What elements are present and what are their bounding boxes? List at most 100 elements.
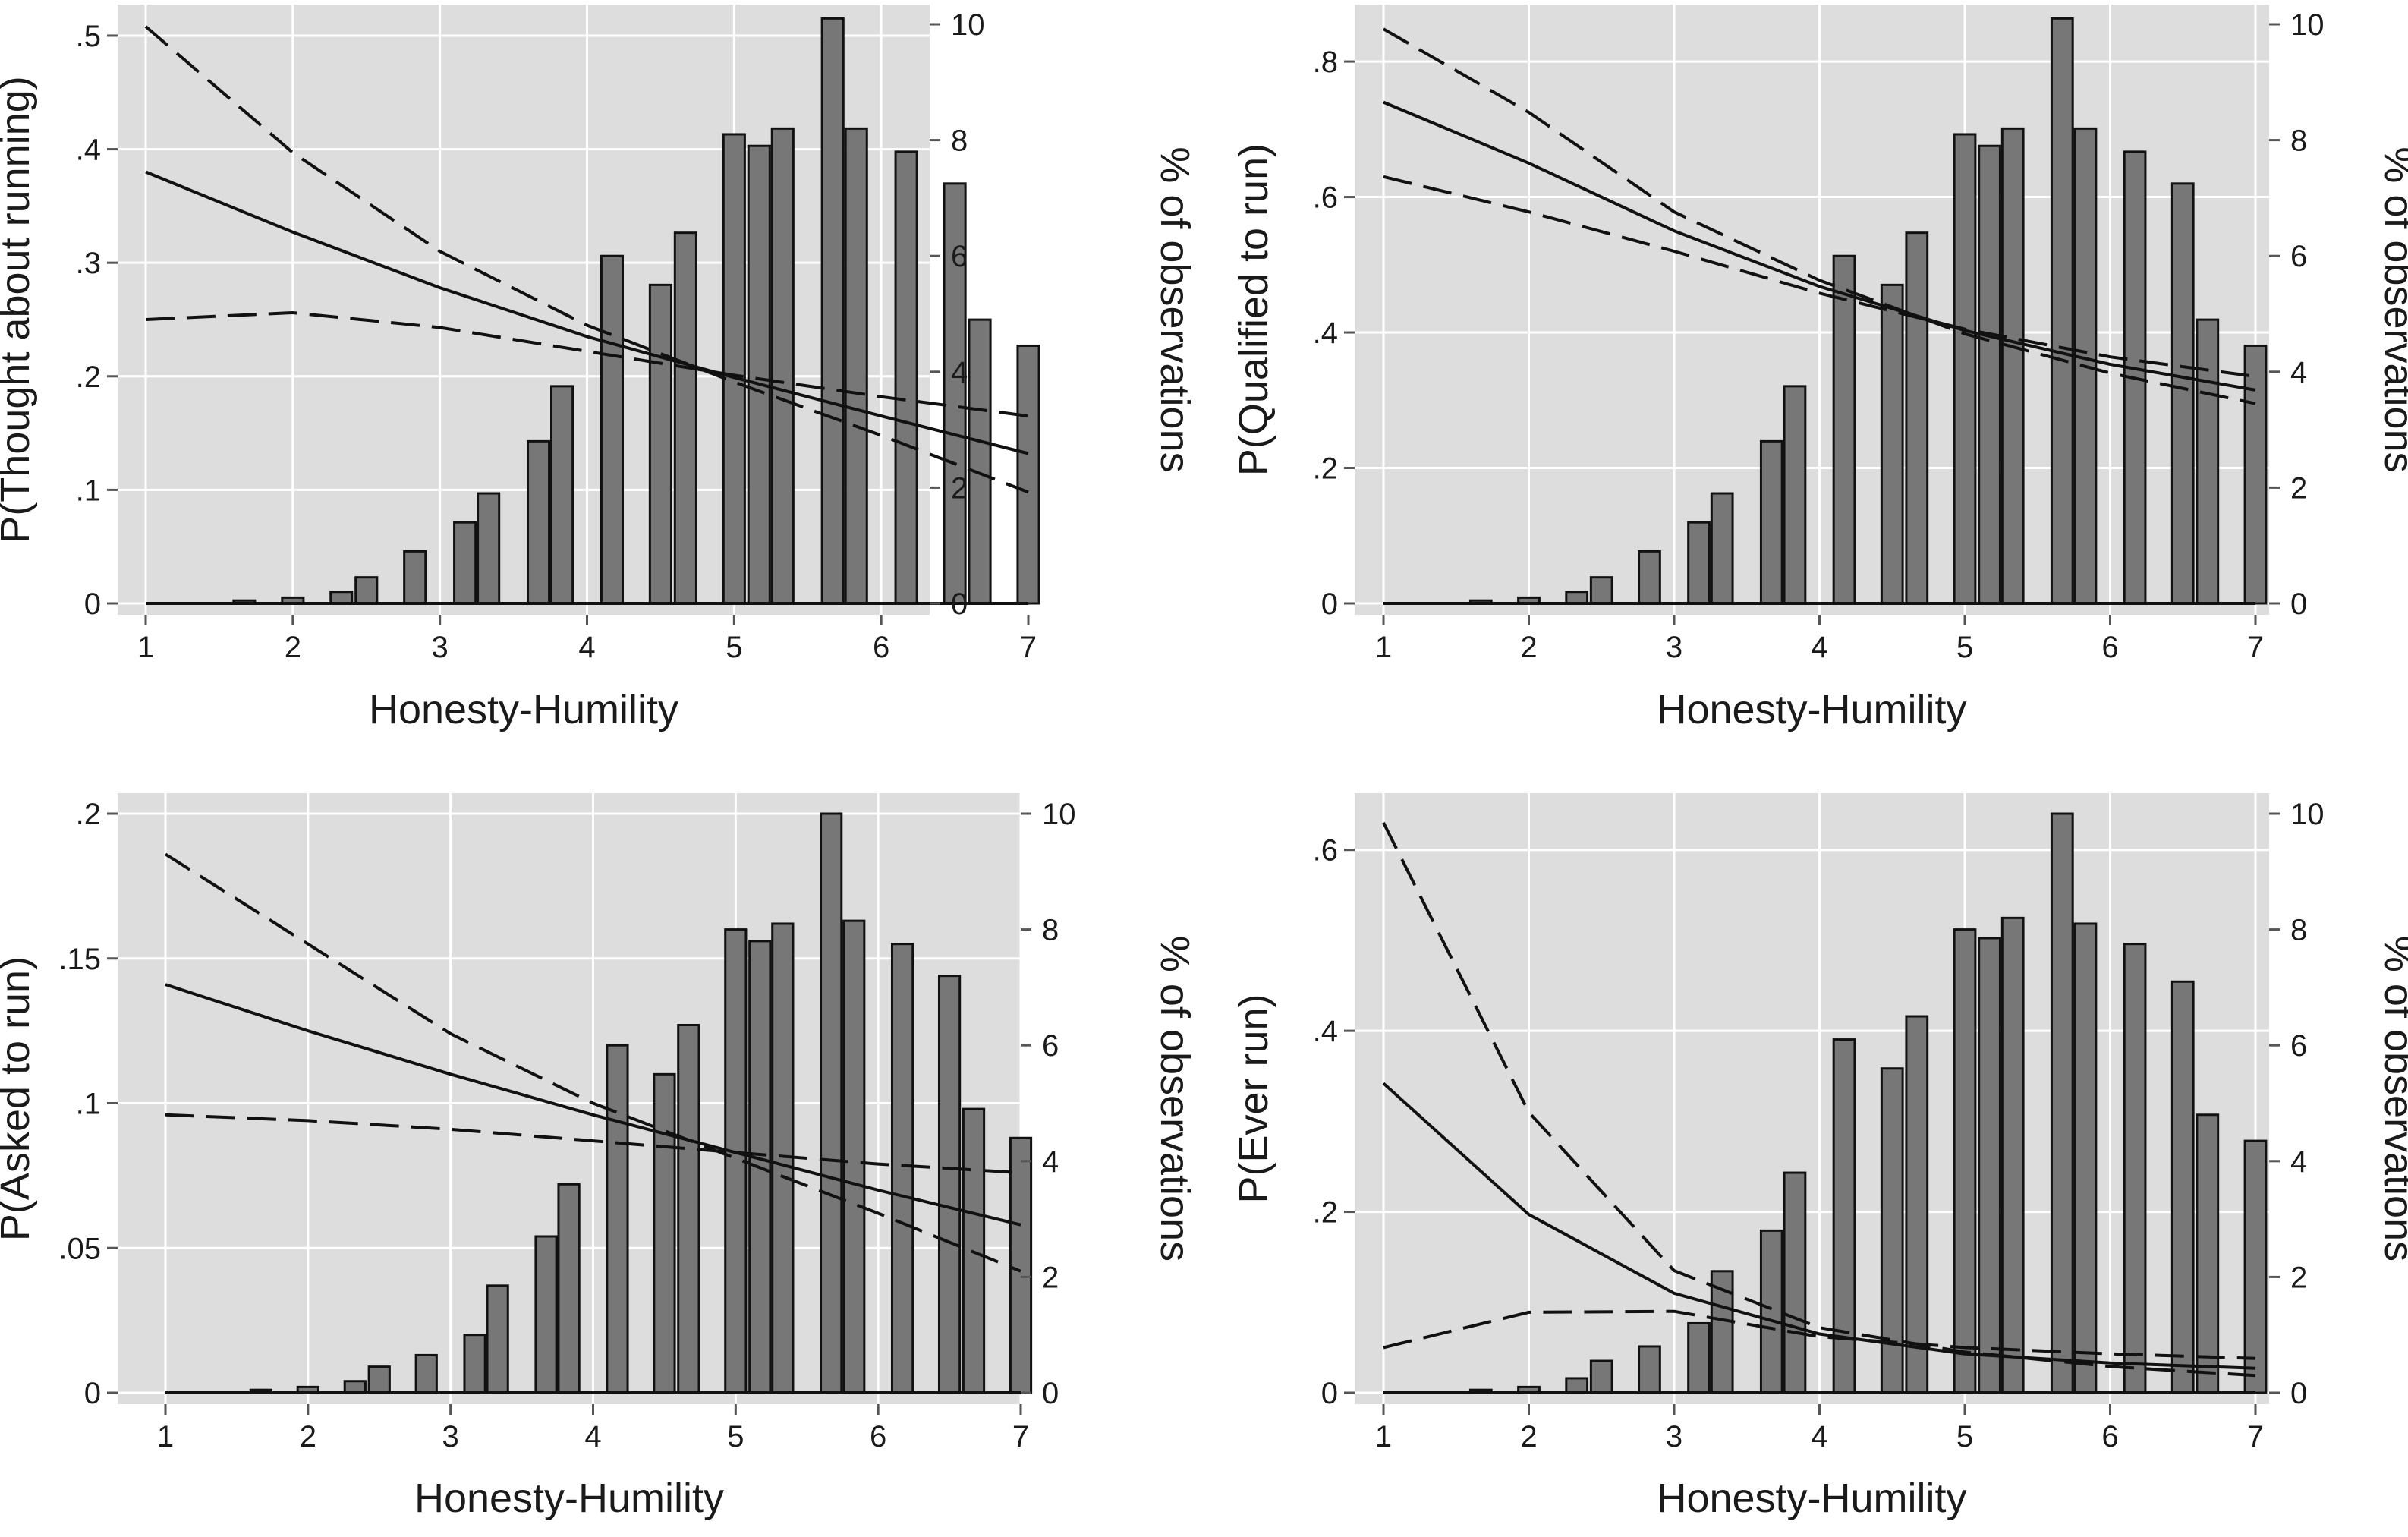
- y-axis-title: P(Qualified to run): [1231, 143, 1276, 476]
- x-tick-label: 5: [1956, 631, 1973, 664]
- histogram-bar: [1953, 133, 1977, 605]
- histogram-bar: [842, 919, 866, 1394]
- y2-tick-label: 10: [2290, 798, 2325, 831]
- histogram-bar: [677, 1023, 700, 1394]
- x-tick-label: 7: [1020, 631, 1037, 664]
- histogram-bar: [844, 127, 868, 605]
- histogram-bar: [2073, 127, 2098, 605]
- histogram-bar: [1978, 144, 2001, 605]
- y2-axis-title: % of observations: [2376, 936, 2408, 1261]
- x-tick-label: 6: [2101, 631, 2118, 664]
- histogram-bar: [1638, 550, 1661, 605]
- histogram-bar: [1687, 521, 1711, 605]
- y-tick-label: .4: [1313, 1015, 1338, 1048]
- x-tick-label: 3: [1666, 631, 1682, 664]
- y2-tick-label: 8: [1042, 914, 1059, 947]
- histogram-bar: [890, 943, 914, 1394]
- histogram-bar: [1565, 591, 1589, 605]
- plot-background: [1355, 5, 2269, 615]
- histogram-bar: [722, 133, 746, 605]
- histogram-bar: [557, 1183, 581, 1394]
- y2-tick-label: 2: [1042, 1261, 1059, 1294]
- x-tick-label: 3: [1666, 1420, 1682, 1454]
- y2-tick-label: 2: [2290, 1261, 2307, 1294]
- histogram-bar: [549, 385, 574, 605]
- y2-tick-label: 2: [2290, 471, 2307, 505]
- x-tick-label: 7: [1012, 1420, 1029, 1454]
- plot-background: [118, 5, 930, 615]
- y-axis-title: P(Thought about running): [0, 76, 38, 543]
- histogram-bar: [1978, 937, 2001, 1394]
- x-tick-label: 4: [1811, 1420, 1827, 1454]
- y2-tick-label: 2: [951, 471, 968, 505]
- histogram-bar: [1832, 1038, 1856, 1394]
- x-axis-title: Honesty-Humility: [1657, 687, 1966, 732]
- histogram-bar: [477, 492, 501, 605]
- histogram-bar: [2050, 812, 2074, 1394]
- histogram-bar: [1880, 283, 1904, 605]
- histogram-bar: [1783, 385, 1807, 605]
- x-tick-label: 6: [2101, 1420, 2118, 1454]
- y-tick-label: 0: [1321, 587, 1338, 621]
- x-tick-label: 3: [432, 631, 449, 664]
- plot-background: [1355, 793, 2269, 1404]
- histogram-bar: [463, 1334, 486, 1394]
- x-tick-label: 7: [2247, 631, 2264, 664]
- x-tick-label: 1: [157, 1420, 174, 1454]
- histogram-bar: [1953, 928, 1977, 1394]
- y2-tick-label: 4: [2290, 1145, 2307, 1179]
- histogram-bar: [600, 254, 625, 605]
- y-tick-label: 0: [84, 587, 101, 621]
- histogram-bar: [894, 150, 918, 605]
- y2-tick-label: 0: [2290, 587, 2307, 621]
- y-tick-label: .8: [1313, 46, 1338, 79]
- x-tick-label: 5: [727, 1420, 744, 1454]
- histogram-bar: [367, 1365, 391, 1394]
- y2-tick-label: 6: [2290, 1029, 2307, 1063]
- histogram-bar: [2196, 318, 2220, 605]
- x-tick-label: 2: [285, 631, 301, 664]
- histogram-bar: [329, 591, 354, 605]
- y-tick-label: 0: [1321, 1377, 1338, 1410]
- x-tick-label: 6: [870, 1420, 886, 1454]
- y-tick-label: .3: [76, 247, 101, 280]
- x-axis-title: Honesty-Humility: [369, 687, 678, 732]
- confidence-band-line: [145, 310, 1029, 418]
- y2-tick-label: 10: [951, 8, 985, 42]
- y-tick-label: .6: [1313, 181, 1338, 215]
- histogram-bar: [1687, 1321, 1711, 1394]
- y2-axis-title: % of observations: [2376, 146, 2408, 472]
- histogram-bar: [2243, 344, 2268, 605]
- x-tick-label: 4: [578, 631, 595, 664]
- y-tick-label: .4: [1313, 317, 1338, 350]
- y2-axis-title: % of observations: [1152, 936, 1198, 1261]
- histogram-bar: [1009, 1136, 1033, 1394]
- y-tick-label: .5: [76, 20, 101, 53]
- histogram-bar: [343, 1380, 367, 1394]
- histogram-bar: [820, 17, 845, 605]
- histogram-bar: [2123, 943, 2147, 1394]
- confidence-band-line: [1382, 822, 2256, 1378]
- histogram-bar: [2050, 17, 2074, 605]
- predicted-line: [1382, 1082, 2256, 1370]
- predicted-line: [165, 983, 1021, 1227]
- x-tick-label: 3: [442, 1420, 459, 1454]
- x-axis-title: Honesty-Humility: [414, 1476, 724, 1521]
- histogram-bar: [2000, 127, 2025, 605]
- histogram-bar: [1016, 344, 1040, 605]
- histogram-bar: [673, 231, 697, 605]
- y2-tick-label: 4: [2290, 356, 2307, 389]
- y-tick-label: .15: [58, 943, 101, 976]
- y2-tick-label: 0: [1042, 1377, 1059, 1410]
- x-tick-label: 2: [300, 1420, 316, 1454]
- y2-axis-title: % of observations: [1152, 146, 1198, 472]
- predicted-line: [1383, 100, 2256, 392]
- histogram-bar: [1710, 492, 1734, 605]
- histogram-bar: [1589, 576, 1613, 605]
- histogram-bar: [1638, 1345, 1661, 1394]
- y-tick-label: .1: [76, 474, 101, 507]
- histogram-bar: [1783, 1171, 1807, 1394]
- y-tick-label: .1: [76, 1088, 101, 1121]
- histogram-bar: [968, 318, 992, 605]
- confidence-band-line: [1383, 175, 2256, 378]
